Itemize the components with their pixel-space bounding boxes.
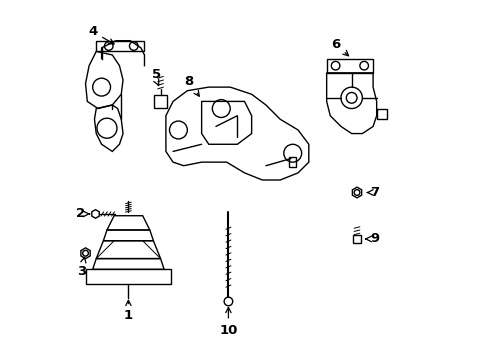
Circle shape (346, 93, 356, 103)
Text: 1: 1 (123, 300, 133, 322)
Text: 4: 4 (88, 25, 114, 44)
Text: 5: 5 (152, 68, 161, 81)
Text: 3: 3 (77, 257, 86, 278)
Text: 7: 7 (369, 186, 379, 199)
Text: 2: 2 (76, 207, 84, 220)
Text: 10: 10 (219, 307, 237, 337)
Text: 9: 9 (369, 233, 379, 246)
Text: 8: 8 (184, 75, 199, 96)
Circle shape (224, 297, 232, 306)
Text: 6: 6 (330, 38, 348, 56)
